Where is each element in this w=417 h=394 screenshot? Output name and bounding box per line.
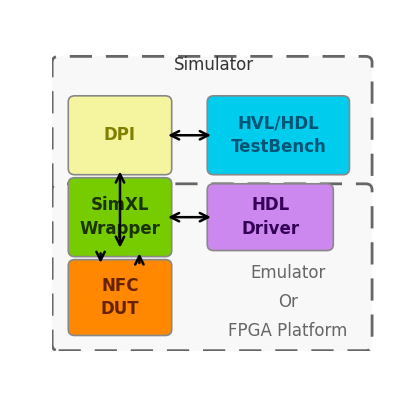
Text: Emulator
Or
FPGA Platform: Emulator Or FPGA Platform (229, 264, 348, 340)
Text: NFC
DUT: NFC DUT (100, 277, 139, 318)
Text: SimXL
Wrapper: SimXL Wrapper (80, 196, 161, 238)
Text: HVL/HDL
TestBench: HVL/HDL TestBench (231, 115, 326, 156)
FancyBboxPatch shape (68, 96, 172, 175)
FancyBboxPatch shape (68, 178, 172, 256)
FancyBboxPatch shape (207, 96, 349, 175)
FancyBboxPatch shape (52, 184, 372, 351)
Text: HDL
Driver: HDL Driver (241, 196, 299, 238)
FancyBboxPatch shape (207, 184, 333, 251)
Text: Simulator: Simulator (173, 56, 254, 74)
Text: DPI: DPI (104, 126, 136, 144)
FancyBboxPatch shape (52, 56, 372, 190)
FancyBboxPatch shape (68, 260, 172, 336)
